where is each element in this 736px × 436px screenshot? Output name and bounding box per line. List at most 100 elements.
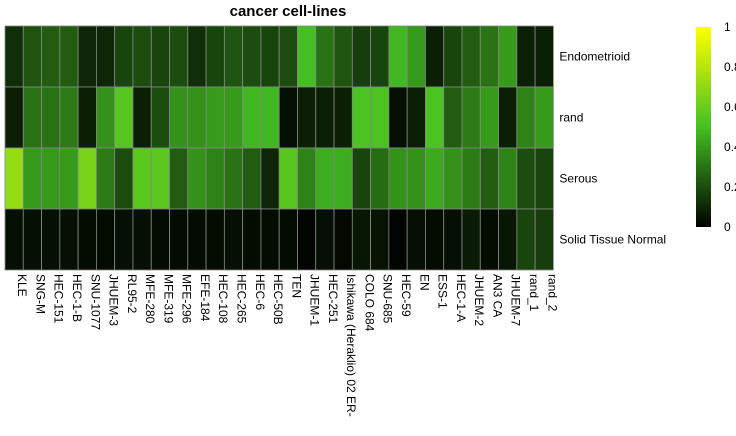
heatmap-cell <box>315 208 335 271</box>
heatmap-cell <box>260 86 280 149</box>
heatmap-cell <box>77 25 97 88</box>
column-label: SNU-685 <box>381 274 395 324</box>
heatmap-cell <box>479 208 499 271</box>
heatmap-cell <box>406 86 426 149</box>
heatmap-cell <box>425 147 445 210</box>
heatmap-cell <box>333 208 353 271</box>
column-label: HEC-251 <box>326 274 340 324</box>
heatmap-cell <box>278 86 298 149</box>
legend-tick-label: 0.4 <box>724 140 736 154</box>
heatmap-cell <box>22 147 42 210</box>
column-label: COLO 684 <box>362 274 376 332</box>
heatmap-cell <box>516 25 536 88</box>
heatmap-cell <box>406 147 426 210</box>
column-label: HEC-6 <box>253 274 267 310</box>
heatmap-cell <box>96 25 116 88</box>
heatmap-cell <box>59 208 79 271</box>
heatmap-cell <box>242 147 262 210</box>
heatmap-cell <box>479 25 499 88</box>
heatmap-cell <box>351 86 372 149</box>
legend-tick-label: 0 <box>724 220 731 234</box>
heatmap-cell <box>406 25 426 88</box>
heatmap-cell <box>59 86 79 149</box>
legend-tick-label: 0.2 <box>724 180 736 194</box>
heatmap-cell <box>205 208 225 271</box>
heatmap-cell <box>425 86 445 149</box>
column-label: HEC-151 <box>52 274 66 324</box>
heatmap-cell <box>260 25 280 88</box>
heatmap-cell <box>77 147 97 210</box>
heatmap-cell <box>22 25 42 88</box>
heatmap-cell <box>498 147 518 210</box>
heatmap-cell <box>516 147 536 210</box>
heatmap-cell <box>41 25 61 88</box>
heatmap-cell <box>223 25 244 88</box>
heatmap-cell <box>278 147 298 210</box>
heatmap-cell <box>205 86 225 149</box>
heatmap-cell <box>370 25 390 88</box>
heatmap-cell <box>150 208 170 271</box>
heatmap-cell <box>41 147 61 210</box>
heatmap-cell <box>114 147 134 210</box>
heatmap-cell <box>333 86 353 149</box>
column-label: rand_2 <box>545 274 559 312</box>
column-label: SNU-1077 <box>88 274 102 330</box>
heatmap-cell <box>315 25 335 88</box>
heatmap-cell <box>169 208 189 271</box>
column-label: MFE-319 <box>161 274 175 324</box>
column-label: EN <box>417 274 431 291</box>
heatmap-cell <box>114 25 134 88</box>
heatmap-cell <box>223 208 244 271</box>
row-label: Solid Tissue Normal <box>559 233 666 247</box>
heatmap-cell <box>278 25 298 88</box>
column-label: Ishikawa (Heraklio) 02 ER- <box>344 274 358 417</box>
heatmap-cell <box>425 208 445 271</box>
legend-tick-label: 0.6 <box>724 100 736 114</box>
column-label: AN3 CA <box>490 274 504 317</box>
heatmap-cell <box>333 147 353 210</box>
heatmap-cell <box>77 208 97 271</box>
heatmap-cell <box>388 147 408 210</box>
heatmap-cell <box>388 208 408 271</box>
heatmap-cell <box>498 25 518 88</box>
heatmap-cell <box>150 86 170 149</box>
column-label: HEC-108 <box>216 274 230 324</box>
column-label: JHUEM-2 <box>472 274 486 326</box>
heatmap-cell <box>260 208 280 271</box>
heatmap-cell <box>187 86 207 149</box>
heatmap-cell <box>242 86 262 149</box>
column-label: HEC-1-A <box>454 274 468 322</box>
heatmap-cell <box>534 25 554 88</box>
heatmap-cell <box>315 86 335 149</box>
legend-color-bar <box>696 27 711 227</box>
heatmap-cell <box>534 86 554 149</box>
heatmap-cell <box>370 147 390 210</box>
heatmap-cell <box>150 25 170 88</box>
heatmap-cell <box>315 147 335 210</box>
heatmap-cell <box>187 25 207 88</box>
heatmap-cell <box>59 25 79 88</box>
column-label: rand_1 <box>527 274 541 312</box>
column-label: JHUEM-1 <box>308 274 322 326</box>
column-label: RL95-2 <box>125 274 139 314</box>
column-label: HEC-1-B <box>70 274 84 322</box>
heatmap-cell <box>461 208 481 271</box>
chart-title: cancer cell-lines <box>230 3 347 20</box>
heatmap-cell <box>22 86 42 149</box>
heatmap-cell <box>187 208 207 271</box>
heatmap-cell <box>351 147 372 210</box>
heatmap-cell <box>205 147 225 210</box>
column-label: JHUEM-3 <box>107 274 121 326</box>
heatmap-cell <box>443 208 463 271</box>
heatmap-cell <box>187 147 207 210</box>
heatmap-cell <box>388 25 408 88</box>
heatmap-cell <box>223 86 244 149</box>
heatmap-cell <box>132 147 152 210</box>
heatmap-cell <box>406 208 426 271</box>
heatmap-cell <box>242 25 262 88</box>
heatmap-cell <box>516 208 536 271</box>
heatmap-cell <box>351 208 372 271</box>
heatmap-cell <box>41 208 61 271</box>
heatmap-cell <box>425 25 445 88</box>
